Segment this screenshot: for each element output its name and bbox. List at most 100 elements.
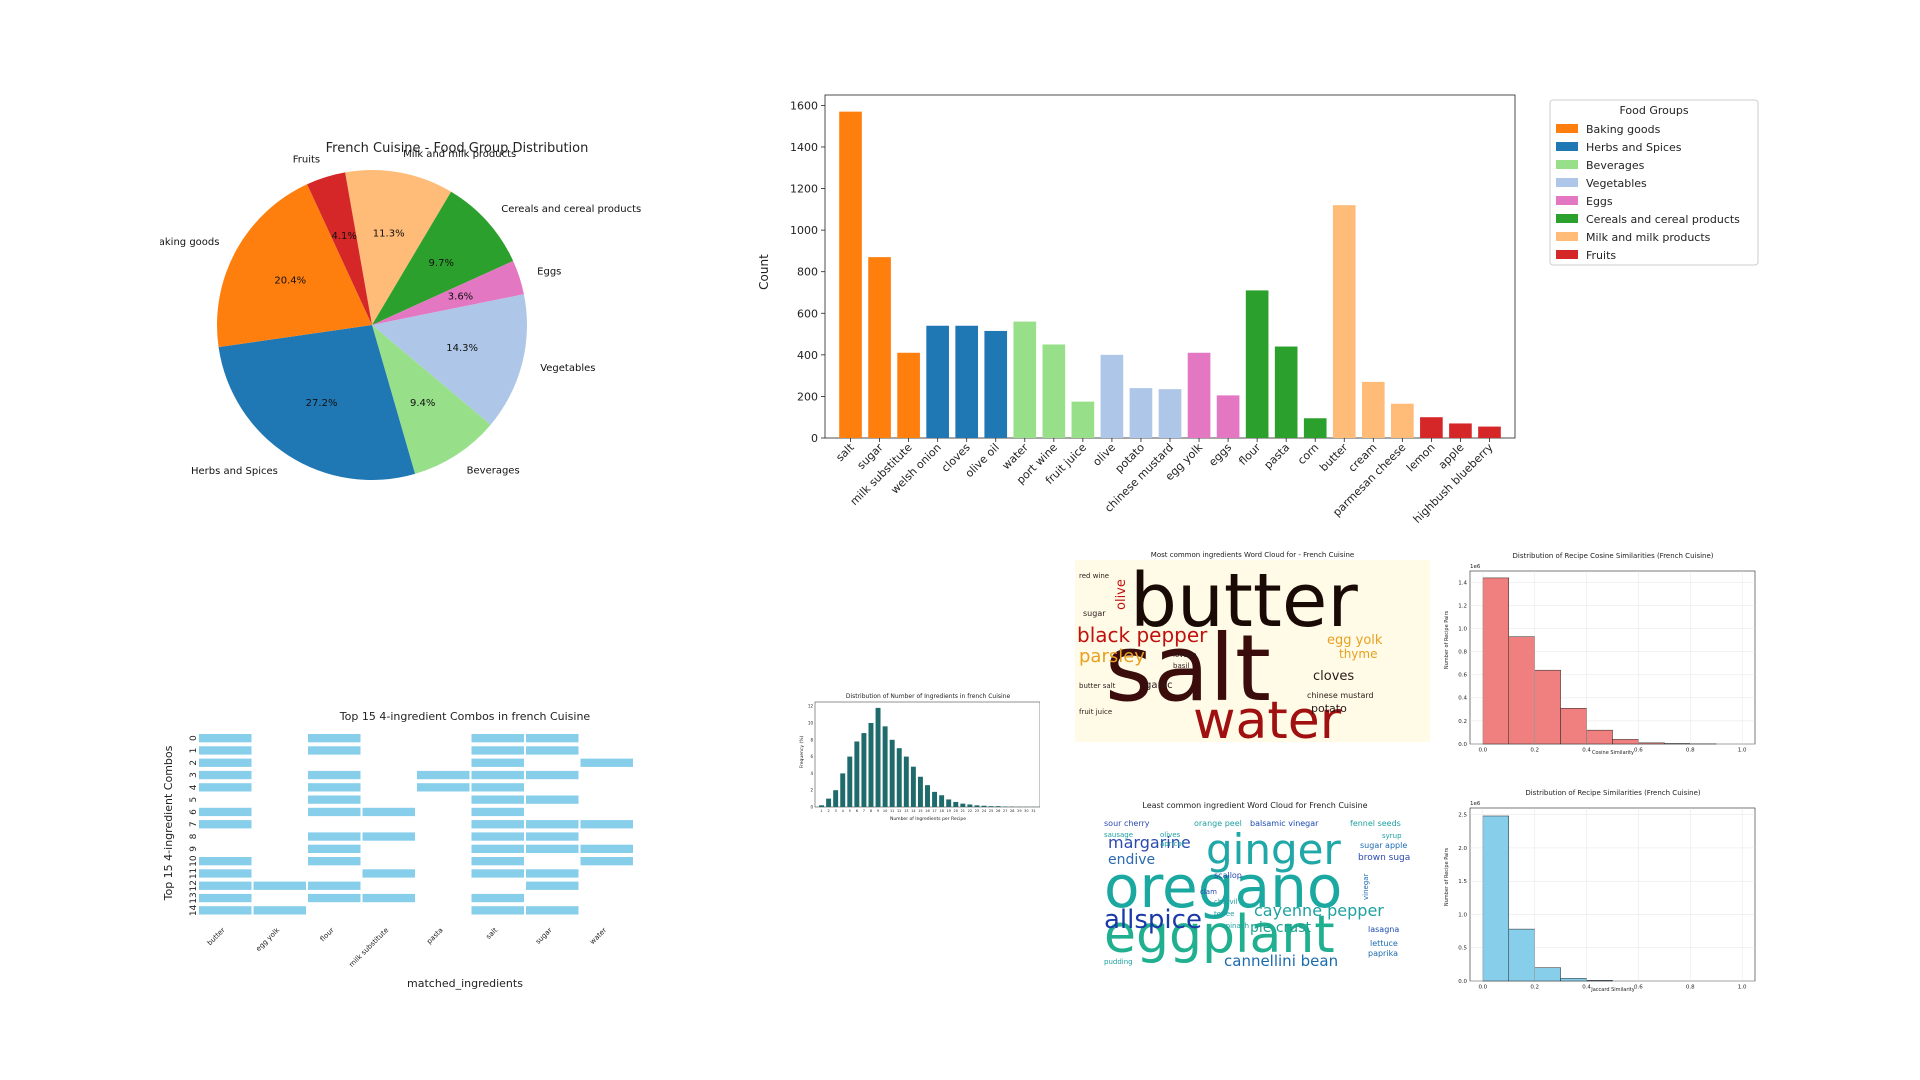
word-ginger: ginger: [1206, 825, 1341, 874]
combo-cell-12-egg-yolk: [253, 881, 306, 890]
legend-swatch-herbs-and-spices: [1556, 142, 1578, 151]
combo-cell-9-salt: [471, 844, 524, 853]
word-water: water: [1193, 691, 1342, 742]
combo-cell-10-flour: [308, 857, 361, 866]
hist-bin: [1508, 928, 1535, 982]
word-margarine: margarine: [1108, 833, 1191, 852]
word-salt: salt: [1105, 615, 1271, 722]
bar-welsh-onion: [926, 325, 949, 438]
combo-row-label: 1: [189, 748, 199, 754]
hist-ytick-label: 0.0: [1458, 979, 1467, 985]
combo-col-flour: flour: [319, 926, 336, 943]
hist-xtick-label: 0.0: [1478, 985, 1487, 991]
combo-col-milk-substitute: milk substitute: [348, 926, 390, 968]
ing-bar-2: [826, 798, 832, 807]
ing-bar-8: [868, 723, 874, 807]
combo-cell-11-butter: [199, 869, 252, 878]
word-butter-salt: butter salt: [1079, 682, 1116, 690]
legend-swatch-fruits: [1556, 250, 1578, 259]
hist-xtick-label: 1.0: [1738, 985, 1747, 991]
word-basil: basil: [1173, 662, 1189, 670]
word-apricot: apricot: [1160, 840, 1185, 848]
least-wordcloud: Least common ingredient Word Cloud for F…: [1100, 800, 1410, 968]
hist-bin: [1638, 742, 1665, 745]
ing-title: Distribution of Number of Ingredients in…: [846, 693, 1011, 700]
combo-row-label: 0: [189, 735, 199, 741]
ing-bar-5: [847, 756, 853, 807]
bar-butter: [1332, 205, 1356, 438]
word-cannellini-bean: cannellini bean: [1224, 952, 1338, 967]
combo-cell-3-flour: [308, 770, 361, 780]
combo-cell-0-butter: [199, 734, 252, 743]
bar-highbush-blueberry: [1478, 426, 1501, 438]
bar-ytick-label: 1200: [790, 183, 818, 196]
word-oregano: oregano: [1104, 853, 1342, 921]
common-wordcloud: Most common ingredients Word Cloud for -…: [1075, 550, 1430, 745]
word-sugar-apple: sugar apple: [1360, 841, 1407, 850]
hist-bin: [1560, 707, 1587, 745]
combo-cell-14-salt: [471, 906, 524, 915]
hist-bin: [1612, 739, 1639, 745]
ing-ytick-label: 8: [810, 737, 813, 742]
word-scallop: scallop: [1214, 871, 1242, 880]
bar-ytick-label: 600: [797, 307, 818, 320]
word-pudding: pudding: [1104, 958, 1133, 966]
ing-bar-13: [903, 756, 909, 807]
word-toffee: toffee: [1214, 910, 1234, 918]
combo-cell-9-water: [580, 844, 633, 853]
ing-ytick-label: 0: [810, 805, 813, 810]
combo-cell-1-sugar: [526, 746, 579, 755]
word-brown-sugar: brown sugar: [1358, 853, 1410, 863]
combo-heatmap: Top 15 4-ingredient Combos in french Cui…: [162, 710, 633, 990]
legend-label-eggs: Eggs: [1586, 195, 1613, 208]
ing-bar-23: [974, 805, 980, 807]
bar-ytick-label: 1400: [790, 141, 818, 154]
combo-cell-1-butter: [199, 746, 252, 755]
pie-pct-eggs: 3.6%: [448, 291, 473, 302]
ing-xtick-label: 26: [996, 809, 1000, 813]
hist-xtick-label: 0.4: [1582, 748, 1591, 754]
combo-row-label: 5: [189, 797, 199, 803]
combo-cell-14-butter: [199, 906, 252, 915]
hist-bin: [1586, 980, 1613, 982]
legend-label-baking-goods: Baking goods: [1586, 123, 1661, 136]
bar-pasta: [1274, 346, 1298, 438]
word-sugar: sugar: [1083, 609, 1106, 618]
combo-title: Top 15 4-ingredient Combos in french Cui…: [339, 710, 591, 723]
word-vinegar: vinegar: [1362, 873, 1370, 900]
ing-xtick-label: 1: [820, 809, 822, 813]
ing-bar-24: [981, 805, 987, 807]
combo-row-label: 4: [189, 784, 199, 790]
bar-ytick-label: 1000: [790, 224, 818, 237]
combo-col-sugar: sugar: [534, 926, 554, 946]
word-egg-yolk: egg yolk: [1327, 633, 1383, 648]
word-paprika: paprika: [1368, 949, 1398, 958]
ing-bar-14: [910, 766, 916, 807]
combo-cell-6-milk-substitute: [362, 807, 415, 817]
ing-xtick-label: 8: [870, 809, 872, 813]
word-fennel-seeds: fennel seeds: [1350, 819, 1401, 828]
hist-bin: [1482, 577, 1510, 745]
cos-ylabel: Number of Recipe Pairs: [1444, 610, 1450, 669]
combo-cell-14-egg-yolk: [253, 906, 306, 915]
bar-corn: [1303, 418, 1327, 438]
cosine-histogram: Distribution of Recipe Cosine Similariti…: [1444, 552, 1756, 756]
bar-legend: Food Groups Baking goods Herbs and Spices B…: [1549, 99, 1759, 266]
hist-bin: [1482, 815, 1510, 982]
combo-cell-6-butter: [199, 807, 252, 817]
bar-eggs: [1216, 395, 1240, 438]
hist-ytick-label: 2.5: [1458, 812, 1467, 818]
ing-xtick-label: 18: [939, 809, 943, 813]
combo-cell-13-butter: [199, 893, 252, 903]
combo-cell-5-salt: [471, 795, 524, 804]
legend-swatch-beverages: [1556, 160, 1578, 169]
hist-bin: [1508, 636, 1535, 745]
combo-cell-2-butter: [199, 758, 252, 767]
ing-bar-7: [861, 733, 867, 807]
word-endive: endive: [1108, 852, 1155, 868]
ing-xtick-label: 16: [925, 809, 929, 813]
word-lettuce: lettuce: [1370, 939, 1398, 948]
combo-cell-9-flour: [308, 844, 361, 853]
pie-label-baking-goods: Baking goods: [160, 237, 219, 248]
ing-xtick-label: 3: [835, 809, 837, 813]
